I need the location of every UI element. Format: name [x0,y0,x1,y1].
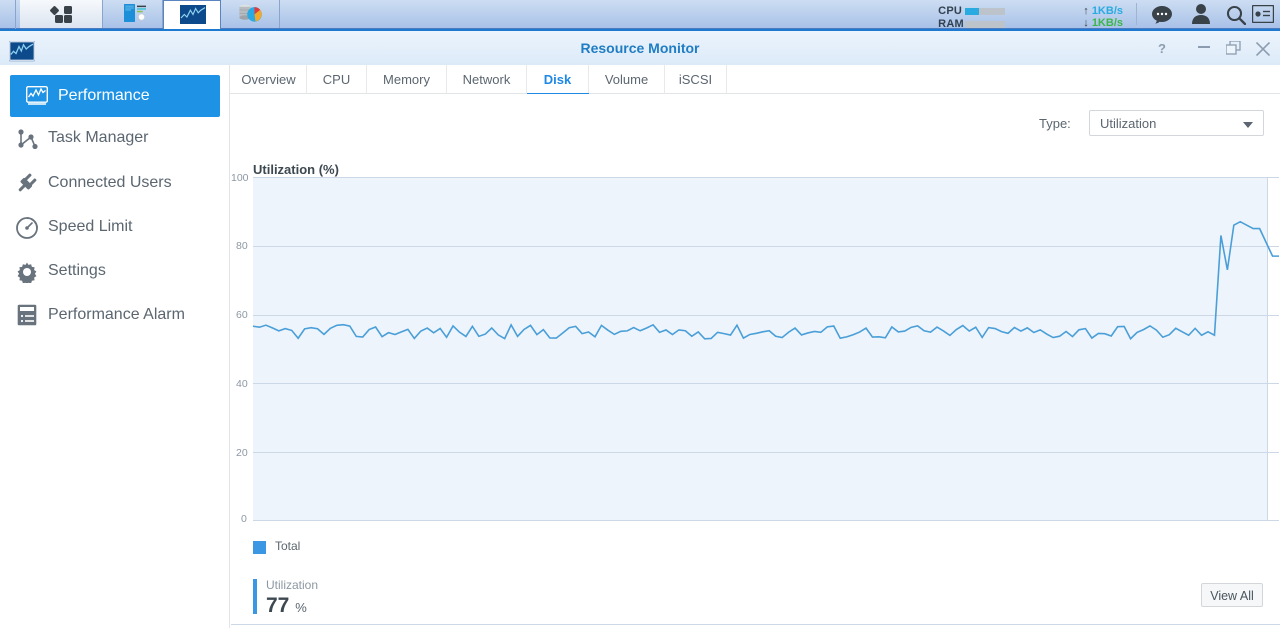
svg-text:?: ? [1158,42,1166,56]
